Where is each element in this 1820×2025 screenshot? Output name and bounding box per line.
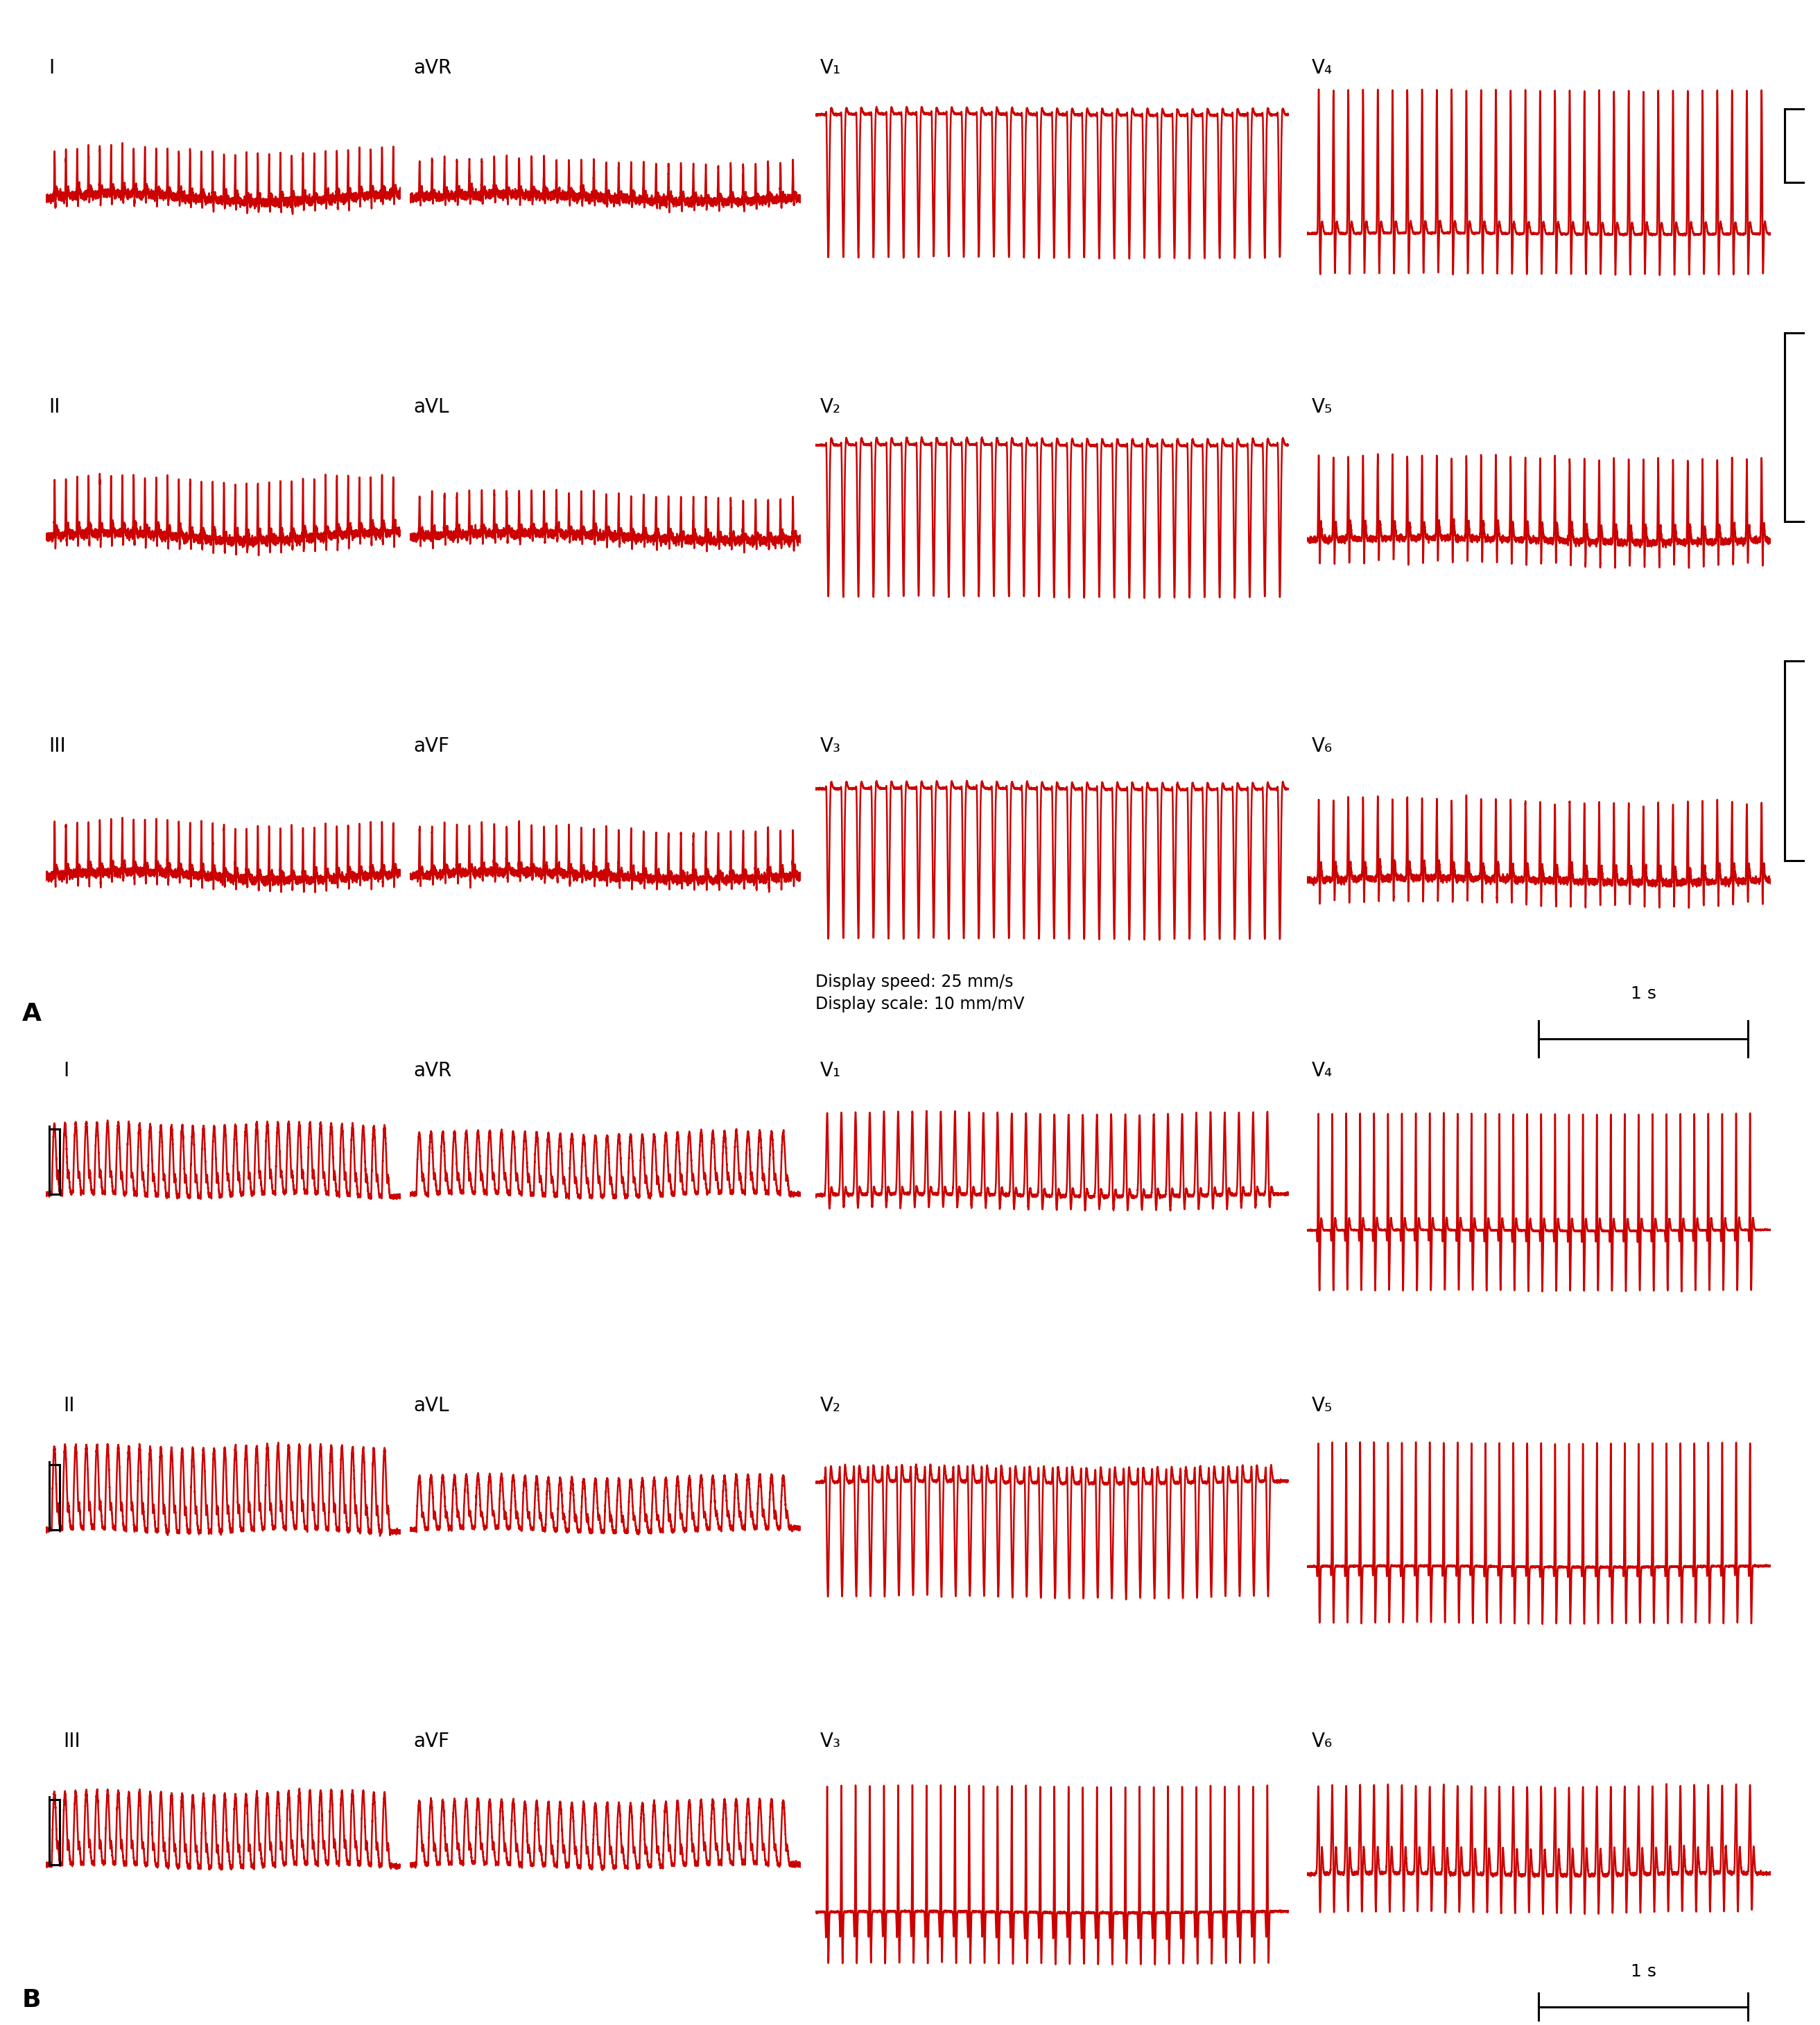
Text: aVR: aVR (413, 59, 451, 77)
Text: V₃: V₃ (821, 737, 841, 755)
Text: 1 s: 1 s (1631, 986, 1656, 1002)
Text: Display speed: 25 mm/s
Display scale: 10 mm/mV: Display speed: 25 mm/s Display scale: 10… (815, 974, 1025, 1013)
Text: V₂: V₂ (821, 1395, 841, 1415)
Text: V₆: V₆ (1312, 737, 1332, 755)
Text: B: B (22, 1989, 40, 2013)
Text: aVF: aVF (413, 1731, 450, 1752)
Text: II: II (64, 1395, 75, 1415)
Text: V₄: V₄ (1312, 59, 1332, 77)
Text: V₄: V₄ (1312, 1061, 1332, 1079)
Text: I: I (49, 59, 55, 77)
Text: V₁: V₁ (821, 59, 841, 77)
Text: V₂: V₂ (821, 397, 841, 417)
Text: aVL: aVL (413, 397, 450, 417)
Text: II: II (49, 397, 60, 417)
Text: III: III (64, 1731, 80, 1752)
Text: V₅: V₅ (1312, 1395, 1332, 1415)
Text: aVL: aVL (413, 1395, 450, 1415)
Text: V₁: V₁ (821, 1061, 841, 1079)
Text: aVF: aVF (413, 737, 450, 755)
Text: aVR: aVR (413, 1061, 451, 1079)
Text: V₆: V₆ (1312, 1731, 1332, 1752)
Text: I: I (64, 1061, 69, 1079)
Text: V₃: V₃ (821, 1731, 841, 1752)
Text: 1 s: 1 s (1631, 1964, 1656, 1980)
Text: A: A (22, 1002, 42, 1027)
Text: III: III (49, 737, 66, 755)
Text: V₅: V₅ (1312, 397, 1332, 417)
